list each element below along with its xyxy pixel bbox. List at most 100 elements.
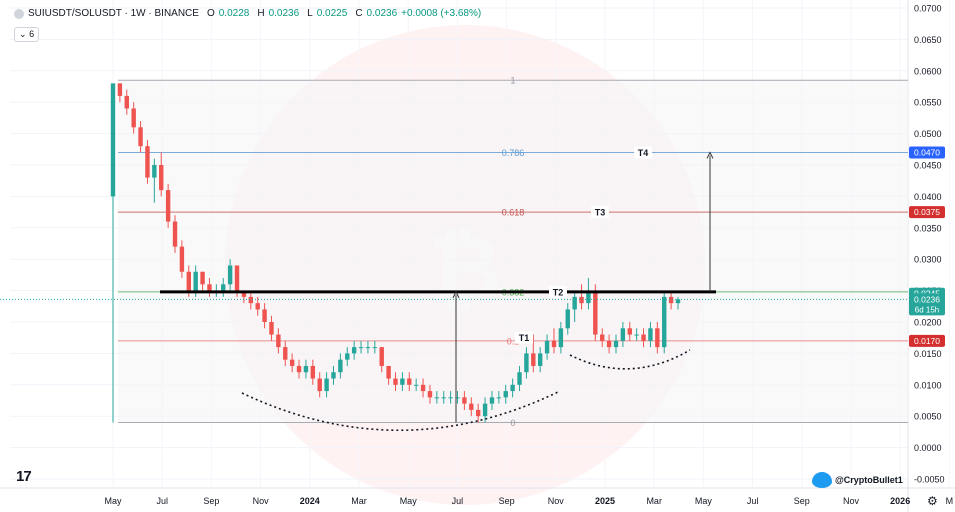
y-tick-label: 0.0150 bbox=[914, 349, 942, 359]
candle-body bbox=[482, 403, 488, 417]
candle-body bbox=[227, 265, 233, 285]
candle-body bbox=[179, 246, 185, 272]
x-tick-label: 2025 bbox=[595, 496, 615, 506]
y-tick-label: 0.0300 bbox=[914, 255, 942, 265]
candle-body bbox=[586, 290, 591, 304]
candle-body bbox=[503, 391, 508, 398]
candle-body bbox=[152, 165, 157, 178]
y-tick-label: 0.0200 bbox=[914, 318, 942, 328]
target-label: T4 bbox=[638, 148, 649, 158]
x-tick-label: Nov bbox=[548, 496, 565, 506]
candle-body bbox=[145, 146, 150, 178]
candle-body bbox=[593, 290, 598, 335]
candle-body bbox=[331, 372, 336, 379]
candle-body bbox=[200, 271, 205, 285]
target-label: T1 bbox=[519, 333, 530, 343]
candle-body bbox=[193, 271, 198, 291]
tradingview-logo-icon[interactable]: 17 bbox=[16, 468, 32, 485]
candle-body bbox=[427, 391, 433, 398]
candle-body bbox=[365, 347, 371, 349]
high-value: 0.0236 bbox=[268, 8, 300, 19]
chevron-down-icon: ⌄ bbox=[19, 29, 27, 39]
y-tick-label: 0.0100 bbox=[914, 380, 942, 390]
candle-body bbox=[627, 328, 632, 335]
candle-body bbox=[296, 365, 302, 373]
target-label: T3 bbox=[595, 208, 606, 218]
candle-body bbox=[131, 108, 136, 128]
indicator-toggle[interactable]: ⌄ 6 bbox=[14, 27, 40, 42]
x-tick-label: Nov bbox=[843, 496, 860, 506]
candle-body bbox=[600, 334, 605, 341]
candle-body bbox=[489, 397, 495, 404]
target-label-bg bbox=[515, 331, 533, 344]
candle-body bbox=[579, 296, 584, 304]
gear-icon[interactable]: ⚙ bbox=[927, 494, 938, 508]
y-tick-label: 0.0000 bbox=[914, 443, 942, 453]
y-tick-label: 0.0050 bbox=[914, 412, 942, 422]
candle-body bbox=[606, 340, 612, 348]
x-tick-label: Nov bbox=[253, 496, 270, 506]
open-label: O bbox=[206, 8, 215, 19]
candle-body bbox=[510, 384, 515, 392]
candle-body bbox=[248, 296, 254, 304]
candle-body bbox=[634, 334, 639, 336]
price-tag-value: 0.0236 bbox=[914, 294, 940, 304]
candle-body bbox=[241, 290, 247, 297]
price-tag-countdown: 6d 15h bbox=[915, 305, 939, 314]
candle-body bbox=[351, 347, 357, 354]
candle-body bbox=[317, 378, 322, 392]
symbol-label[interactable]: SUIUSDT/SOLUSDT · 1W · BINANCE bbox=[28, 8, 199, 19]
candle-body bbox=[544, 340, 550, 354]
candle-body bbox=[668, 296, 674, 304]
candle-body bbox=[283, 347, 288, 360]
candle-body bbox=[524, 353, 529, 373]
candle-body bbox=[662, 296, 667, 348]
measure-arrow-right-head bbox=[706, 151, 714, 159]
x-tick-label: May bbox=[104, 496, 122, 506]
y-tick-label: 0.0600 bbox=[914, 66, 942, 76]
candle-body bbox=[675, 299, 681, 304]
candle-body bbox=[303, 365, 309, 373]
candle-body bbox=[221, 284, 226, 291]
price-tag-bg bbox=[909, 146, 945, 159]
symbol-icon bbox=[14, 8, 24, 19]
candle-body bbox=[165, 190, 171, 222]
candle-body bbox=[269, 322, 274, 335]
y-tick-label: 0.0450 bbox=[914, 161, 942, 171]
y-tick-label: 0.0650 bbox=[914, 35, 942, 45]
candle-body bbox=[234, 265, 240, 291]
x-tick-label: Mar bbox=[646, 496, 662, 506]
candle-body bbox=[537, 353, 543, 366]
candle-body bbox=[262, 309, 267, 322]
target-label-bg bbox=[634, 146, 652, 159]
x-tick-label: Sep bbox=[499, 496, 515, 506]
candle-body bbox=[455, 397, 460, 399]
candle-body bbox=[124, 95, 129, 109]
candle-body bbox=[372, 347, 378, 349]
fib-level-label: 0.2 bbox=[507, 336, 520, 346]
candle-body bbox=[448, 397, 453, 399]
x-tick-label: Mar bbox=[351, 496, 367, 506]
target-label-bg bbox=[549, 285, 567, 298]
candle-body bbox=[138, 127, 143, 147]
candle-body bbox=[531, 353, 536, 366]
candle-body bbox=[496, 397, 502, 399]
price-tag-value: 0.0470 bbox=[914, 147, 940, 157]
x-tick-label: May bbox=[695, 496, 713, 506]
x-tick-label: 2024 bbox=[300, 496, 320, 506]
candle-body bbox=[172, 221, 178, 247]
fib-level-label: 0.618 bbox=[502, 208, 525, 218]
x-tick-label: M bbox=[946, 496, 954, 506]
low-value: 0.0225 bbox=[316, 8, 348, 19]
x-tick-label: Jul bbox=[156, 496, 168, 506]
candle-body bbox=[386, 365, 391, 379]
fib-level-label: 0 bbox=[510, 418, 515, 428]
author-handle: @CryptoBullet1 bbox=[835, 475, 903, 485]
candle-body bbox=[441, 397, 446, 399]
author-watermark: @CryptoBullet1 bbox=[812, 472, 903, 488]
candle-body bbox=[255, 303, 260, 310]
candle-body bbox=[207, 284, 212, 291]
candle-body bbox=[475, 409, 481, 417]
candle-body bbox=[655, 328, 660, 348]
